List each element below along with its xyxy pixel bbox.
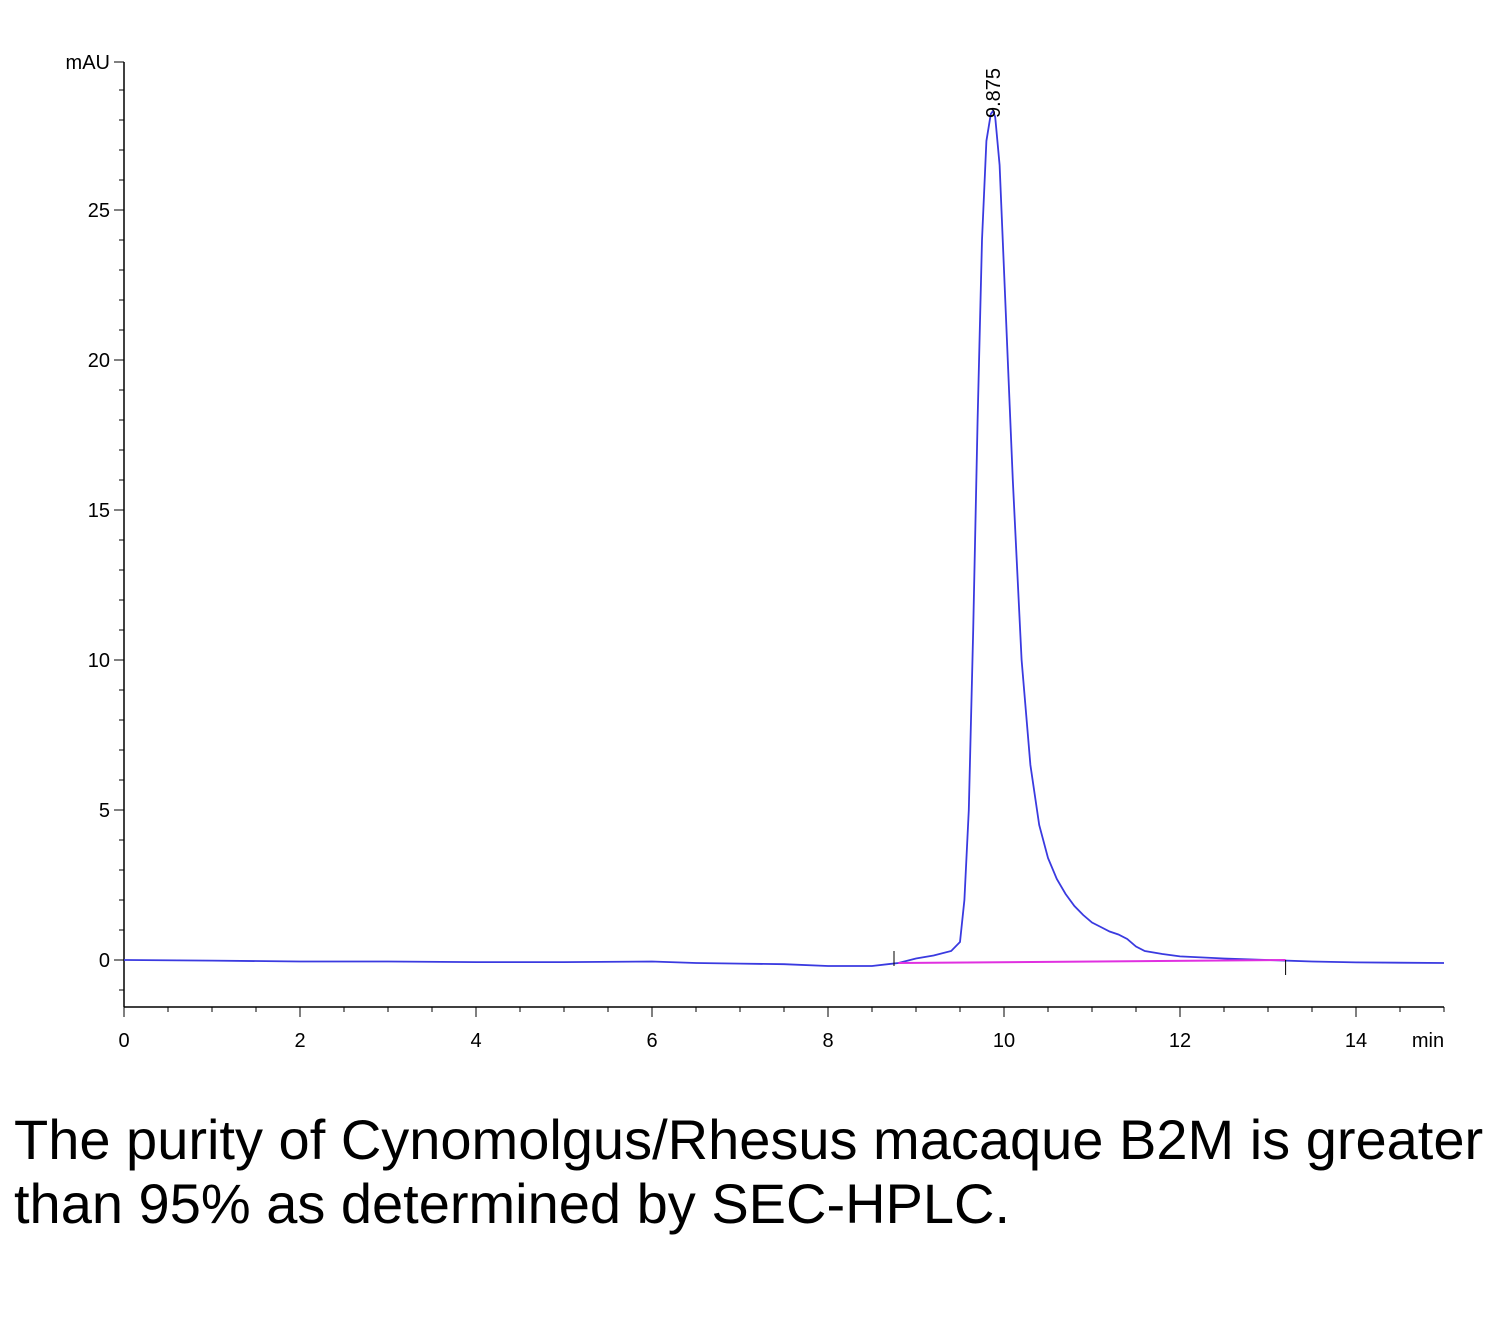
y-tick-label: 25 [88,200,110,222]
chromatogram-trace [123,109,1445,967]
y-tick-label: 5 [99,800,110,822]
y-tick-label: 10 [88,650,110,672]
baseline-trace [898,959,1286,964]
x-tick-label: 10 [993,1030,1015,1052]
y-unit-label: mAU [66,52,110,74]
x-tick-label: 6 [646,1030,657,1052]
x-tick-label: 0 [118,1030,129,1052]
plot-area [123,109,1445,975]
x-tick-label: 12 [1169,1030,1191,1052]
peak-label: 9.875 [983,68,1005,118]
x-tick-label: 8 [822,1030,833,1052]
y-tick-label: 15 [88,500,110,522]
axis-labels: 0 5 10 15 20 25 mAU 0 2 4 6 8 10 12 14 min 9.875 [66,52,1445,1052]
caption-text: The purity of Cynomolgus/Rhesus macaque … [14,1108,1484,1235]
x-tick-label: 4 [470,1030,481,1052]
chromatogram-chart: 0 5 10 15 20 25 mAU 0 2 4 6 8 10 12 14 min 9.875 [66,52,1445,1052]
x-tick-label: 14 [1345,1030,1367,1052]
axes [114,61,1445,1017]
x-tick-label: 2 [294,1030,305,1052]
y-tick-label: 20 [88,350,110,372]
x-unit-label: min [1412,1030,1444,1052]
y-tick-label: 0 [99,950,110,972]
